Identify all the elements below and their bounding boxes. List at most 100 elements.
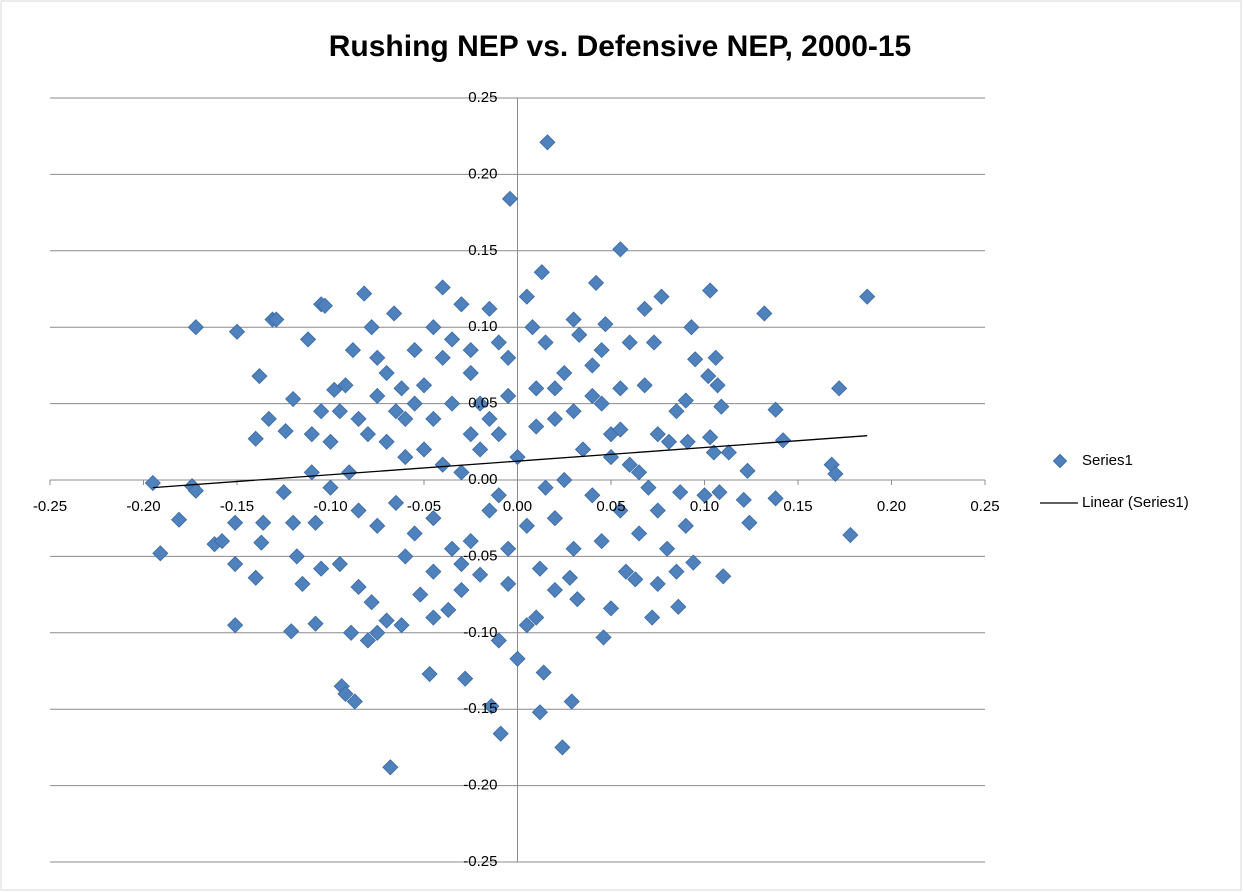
- scatter-point: [565, 403, 582, 420]
- scatter-point: [636, 377, 653, 394]
- scatter-point: [672, 484, 689, 501]
- scatter-point: [227, 617, 244, 634]
- scatter-point: [443, 540, 461, 557]
- y-tick-label: -0.25: [463, 853, 497, 870]
- scatter-point: [227, 514, 244, 531]
- scatter-point: [539, 134, 556, 151]
- scatter-point: [462, 426, 479, 443]
- scatter-point: [612, 241, 629, 258]
- chart-title: Rushing NEP vs. Defensive NEP, 2000-15: [329, 30, 912, 63]
- scatter-point: [518, 517, 535, 534]
- y-tick-label: 0.15: [468, 242, 497, 259]
- scatter-point: [687, 351, 704, 368]
- x-tick-label: 0.20: [877, 498, 906, 515]
- scatter-point: [443, 331, 461, 348]
- scatter-point: [406, 395, 423, 412]
- scatter-point: [677, 517, 694, 534]
- scatter-point: [406, 342, 423, 359]
- scatter-point: [227, 555, 244, 573]
- scatter-point: [253, 534, 270, 551]
- x-tick-label: -0.20: [126, 498, 160, 515]
- scatter-point: [739, 462, 756, 479]
- scatter-point: [621, 456, 638, 473]
- scatter-point: [322, 433, 339, 450]
- scatter-point: [462, 342, 479, 359]
- scatter-point: [425, 563, 442, 580]
- scatter-point: [453, 464, 470, 481]
- scatter-point: [397, 449, 414, 466]
- y-tick-label: 0.10: [468, 318, 497, 335]
- scatter-point: [434, 456, 451, 473]
- legend-label: Series1: [1082, 452, 1133, 469]
- scatter-point: [187, 319, 204, 336]
- scatter-point: [528, 380, 545, 397]
- scatter-point: [842, 526, 859, 544]
- scatter-point: [457, 670, 474, 687]
- scatter-point: [640, 479, 657, 496]
- scatter-point: [412, 586, 429, 603]
- scatter-point: [462, 533, 479, 550]
- scatter-point: [462, 364, 479, 382]
- scatter-point: [500, 349, 517, 366]
- scatter-point: [535, 664, 552, 681]
- scatter-point: [700, 368, 717, 385]
- scatter-point: [630, 525, 648, 542]
- scatter-point: [524, 319, 541, 336]
- y-tick-label: 0.05: [468, 395, 497, 412]
- scatter-point: [425, 510, 442, 527]
- legend-marker: [1052, 453, 1068, 469]
- scatter-point: [707, 349, 724, 366]
- scatter-point: [247, 430, 264, 447]
- grid: [49, 97, 986, 863]
- x-tick-label: -0.10: [313, 498, 347, 515]
- y-tick-label: -0.20: [463, 777, 497, 794]
- x-tick-label: 0.15: [783, 498, 812, 515]
- scatter-point: [490, 426, 507, 443]
- scatter-point: [556, 364, 573, 382]
- scatter-point: [326, 381, 343, 398]
- scatter-point: [453, 296, 470, 313]
- scatter-point: [378, 612, 395, 629]
- scatter-point: [260, 410, 277, 427]
- scatter-point: [187, 482, 204, 499]
- scatter-point: [649, 426, 666, 443]
- scatter-point: [702, 282, 719, 299]
- scatter-point: [434, 349, 451, 366]
- scatter-point: [343, 624, 360, 641]
- scatter-point: [382, 759, 399, 776]
- scatter-point: [251, 368, 268, 385]
- scatter-point: [735, 491, 752, 508]
- scatter-point: [443, 395, 461, 412]
- scatter-point: [397, 410, 414, 427]
- scatter-point: [533, 264, 550, 281]
- scatter-point: [584, 387, 601, 405]
- scatter-point: [415, 377, 433, 394]
- scatter-point: [481, 300, 498, 317]
- scatter-point: [554, 739, 571, 756]
- scatter-point: [397, 548, 414, 565]
- scatter-point: [612, 502, 629, 519]
- scatter-point: [299, 331, 317, 348]
- scatter-point: [627, 571, 644, 588]
- scatter-point: [621, 334, 638, 351]
- scatter-point: [341, 464, 358, 481]
- scatter-point: [213, 533, 231, 550]
- scatter-point: [363, 319, 380, 336]
- scatter-point: [369, 387, 386, 405]
- scatter-point: [331, 403, 348, 420]
- scatter-point: [653, 288, 670, 305]
- scatter-point: [275, 484, 292, 501]
- scatter-point: [584, 357, 601, 374]
- scatter-point: [425, 410, 442, 427]
- scatter-point: [415, 441, 433, 458]
- scatter-point: [307, 514, 324, 531]
- scatter-point: [378, 433, 395, 450]
- scatter-point: [490, 334, 507, 351]
- scatter-point: [649, 575, 666, 592]
- scatter-point: [636, 300, 653, 317]
- scatter-point: [537, 479, 554, 496]
- scatter-point: [472, 395, 489, 412]
- scatter-point: [247, 569, 264, 586]
- scatter-point: [546, 380, 563, 397]
- scatter-point: [644, 609, 661, 626]
